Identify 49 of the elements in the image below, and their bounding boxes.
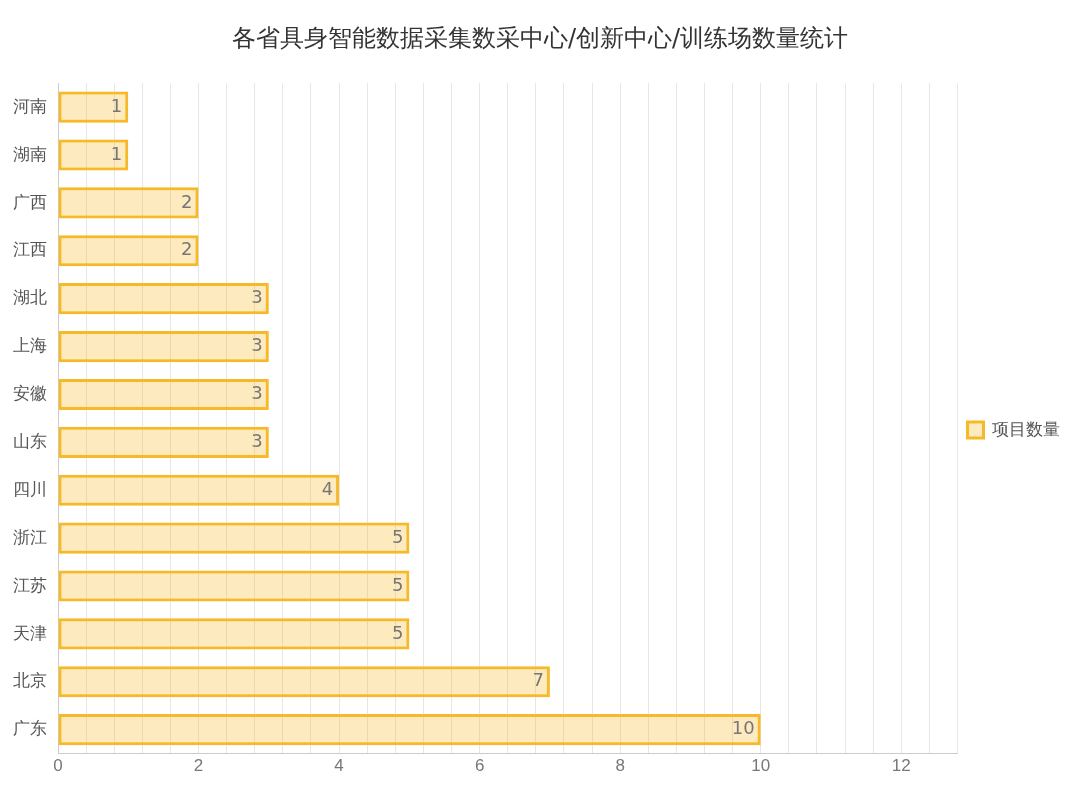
y-tick-label: 四川 <box>13 479 47 499</box>
bar <box>58 522 410 554</box>
y-tick-label: 安徽 <box>13 384 47 404</box>
data-label: 3 <box>251 382 263 404</box>
data-label: 10 <box>731 717 755 739</box>
bar <box>58 666 550 698</box>
data-label: 1 <box>110 142 123 164</box>
data-label: 1 <box>110 94 123 116</box>
legend-label: 项目数量 <box>992 419 1060 439</box>
bar <box>58 378 269 411</box>
bar <box>58 474 340 506</box>
y-tick-label: 江苏 <box>13 575 47 595</box>
data-label: 2 <box>181 190 193 212</box>
y-tick-label: 北京 <box>13 671 47 691</box>
x-tick-label: 10 <box>751 756 771 776</box>
bar <box>58 618 410 650</box>
y-tick-label: 浙江 <box>13 527 47 547</box>
x-tick-label: 6 <box>474 756 485 776</box>
y-tick-label: 河南 <box>13 96 47 116</box>
y-tick-label: 广东 <box>13 719 47 739</box>
bar <box>58 714 761 746</box>
y-tick-label: 江西 <box>13 240 47 260</box>
data-label: 3 <box>251 334 263 356</box>
bar <box>58 331 269 363</box>
y-tick-label: 山东 <box>13 432 47 452</box>
data-label: 5 <box>391 525 404 547</box>
bar <box>58 283 269 315</box>
chart-title: 各省具身智能数据采集数采中心/创新中心/训练场数量统计 <box>230 23 850 54</box>
data-label: 2 <box>181 238 193 260</box>
y-tick-label: 湖北 <box>13 288 47 308</box>
bar <box>58 235 199 267</box>
x-tick-label: 2 <box>193 756 204 776</box>
x-tick-label: 8 <box>615 756 625 776</box>
bar <box>58 570 410 602</box>
y-tick-label: 上海 <box>13 336 47 356</box>
bar <box>58 426 269 458</box>
x-tick-label: 4 <box>334 756 344 776</box>
bar <box>58 187 199 219</box>
y-tick-label: 天津 <box>13 623 47 643</box>
data-label: 5 <box>391 621 404 643</box>
y-tick-label: 广西 <box>13 192 47 212</box>
data-label: 3 <box>251 286 263 308</box>
data-label: 4 <box>321 477 334 499</box>
data-label: 3 <box>251 430 263 452</box>
data-label: 5 <box>391 573 404 595</box>
data-label: 7 <box>532 669 544 691</box>
x-tick-label: 12 <box>891 756 911 776</box>
x-tick-label: 0 <box>53 756 63 776</box>
y-tick-label: 湖南 <box>13 144 47 164</box>
